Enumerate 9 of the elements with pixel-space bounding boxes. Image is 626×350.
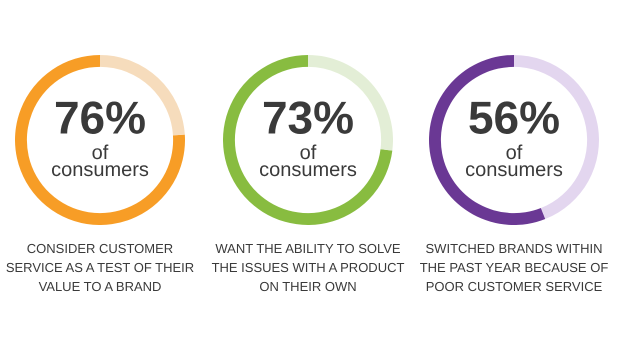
- data-label: 56%: [468, 92, 560, 144]
- text: CONSIDER CUSTOMER SERVICE AS A TEST OF THEIR VALUE TO A BRAND: [4, 240, 196, 296]
- text: SWITCHED BRANDS WITHIN THE PAST YEAR BECAUSE OF POOR CUSTOMER SERVICE: [418, 240, 610, 296]
- data-label: 73%: [262, 92, 354, 144]
- data-label: 76%: [54, 92, 146, 144]
- text: of consumers: [50, 142, 150, 181]
- text: WANT THE ABILITY TO SOLVE THE ISSUES WITH A PRODUCT ON THEIR OWN: [210, 240, 406, 296]
- text: of consumers: [464, 142, 564, 181]
- text: of consumers: [258, 142, 358, 181]
